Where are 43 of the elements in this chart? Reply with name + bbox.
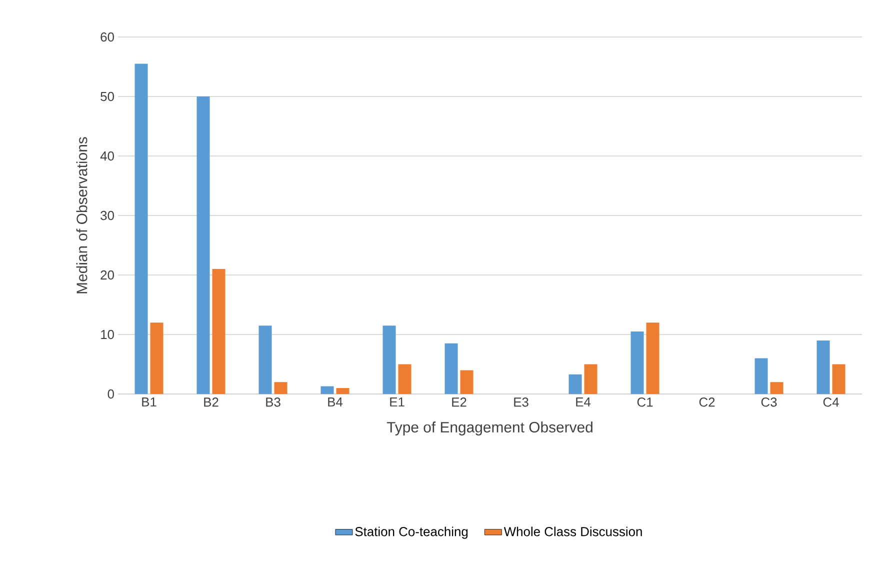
bar bbox=[320, 386, 334, 394]
x-tick-label: E2 bbox=[452, 398, 466, 407]
bar bbox=[196, 96, 210, 394]
legend-label: Station Co-teaching bbox=[355, 526, 468, 539]
bar bbox=[754, 358, 768, 394]
legend-label: Whole Class Discussion bbox=[504, 526, 642, 536]
bar bbox=[134, 64, 148, 394]
y-tick-label: 40 bbox=[100, 151, 114, 161]
bar bbox=[444, 343, 458, 394]
bar bbox=[584, 364, 598, 394]
bar bbox=[382, 326, 396, 394]
bar bbox=[398, 364, 412, 394]
x-tick-label: C4 bbox=[823, 398, 839, 407]
bar bbox=[460, 370, 474, 394]
x-tick-label: E3 bbox=[514, 398, 528, 407]
x-tick-label: E1 bbox=[390, 398, 404, 406]
x-tick-label: C2 bbox=[699, 398, 715, 407]
bar bbox=[150, 322, 164, 394]
x-tick-label: C1 bbox=[637, 398, 653, 407]
bar bbox=[816, 340, 830, 394]
x-tick-label: B1 bbox=[142, 398, 156, 406]
y-axis-title: Median of Observations bbox=[76, 137, 88, 294]
y-tick-label: 30 bbox=[100, 210, 114, 220]
bar bbox=[832, 364, 846, 394]
bar bbox=[646, 322, 660, 394]
x-tick-label: C3 bbox=[761, 398, 777, 407]
bar bbox=[568, 374, 582, 394]
x-tick-label: B2 bbox=[204, 398, 218, 407]
bar bbox=[258, 326, 272, 394]
x-tick-label: E4 bbox=[576, 398, 591, 406]
y-tick-label: 10 bbox=[101, 330, 114, 340]
y-tick-label: 0 bbox=[108, 389, 114, 399]
x-tick-label: B3 bbox=[266, 398, 280, 407]
y-tick-label: 20 bbox=[100, 270, 114, 280]
bar bbox=[630, 332, 644, 394]
y-tick-label: 60 bbox=[100, 32, 114, 42]
bar bbox=[336, 388, 350, 394]
x-tick-label: B4 bbox=[328, 398, 343, 406]
x-axis-title: Type of Engagement Observed bbox=[386, 422, 592, 436]
y-tick-label: 50 bbox=[100, 92, 114, 102]
bar bbox=[212, 269, 226, 394]
bar bbox=[274, 382, 288, 394]
bar bbox=[770, 382, 784, 394]
